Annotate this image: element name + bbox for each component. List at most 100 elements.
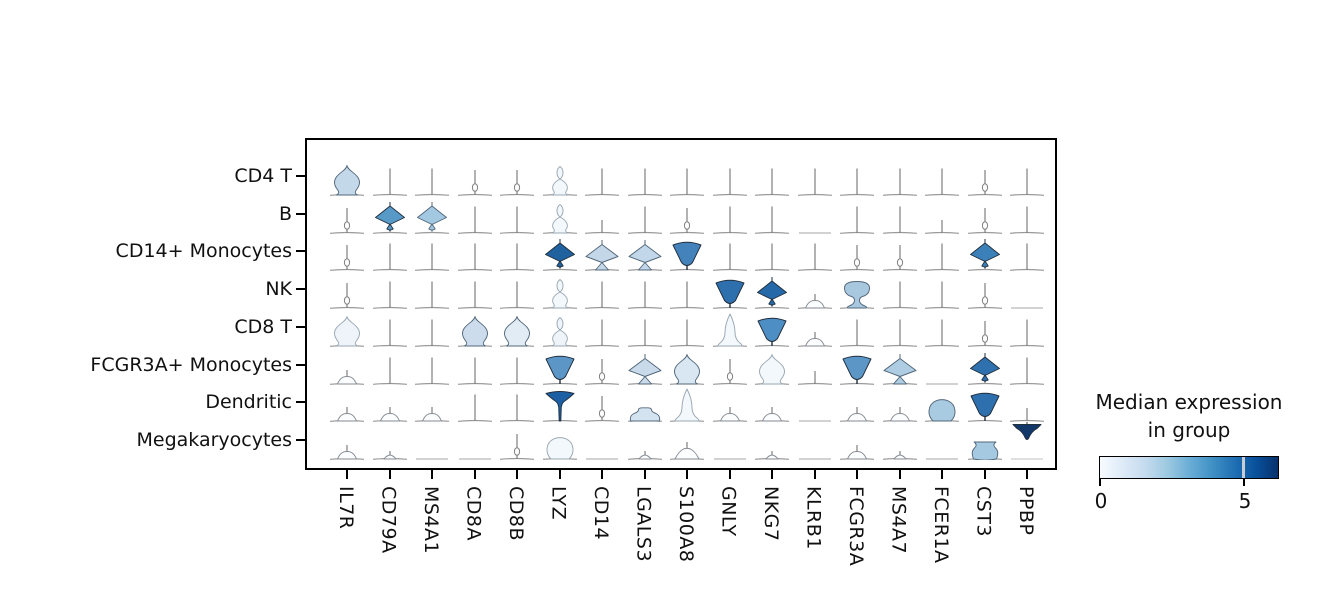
col-label-nkg7: NKG7 [760, 486, 782, 542]
row-label-b: B [278, 202, 292, 225]
violin-cd4-t-ms4a7 [882, 168, 918, 196]
violin-cd4-t-cd14 [584, 168, 620, 196]
col-label-il7r: IL7R [335, 486, 357, 530]
violin-cd14-monocytes-fcgr3a [839, 245, 875, 271]
colorbar-tick-0 [1099, 478, 1101, 486]
col-tick [856, 470, 858, 479]
violin-cd8-t-cd14 [584, 319, 620, 347]
violin-cd14-monocytes-lyz [542, 239, 578, 271]
violin-cd4-t-il7r [329, 165, 365, 196]
violin-cd4-t-ppbp [1009, 168, 1045, 196]
violin-nk-fcgr3a [839, 281, 875, 309]
violin-cd4-t-lgals3 [627, 168, 663, 196]
violin-nk-lyz [542, 279, 578, 309]
violin-cd4-t-s100a8 [669, 168, 705, 196]
violin-dendritic-ms4a1 [414, 407, 450, 422]
violin-cd14-monocytes-fcer1a [924, 243, 960, 271]
violin-nk-lgals3 [627, 281, 663, 309]
violin-cd14-monocytes-cst3 [967, 239, 1003, 271]
violin-fcgr3a-monocytes-gnly [712, 359, 748, 385]
violin-b-cd8a [457, 206, 493, 234]
col-tick [813, 470, 816, 479]
col-label-cst3: CST3 [972, 486, 995, 538]
violin-cd8-t-ppbp [1009, 319, 1045, 347]
violin-megakaryocytes-ppbp [1011, 422, 1043, 460]
violin-nk-ms4a1 [414, 281, 450, 309]
violin-cd4-t-nkg7 [754, 168, 790, 196]
violin-b-cd8b [499, 206, 535, 234]
violin-dendritic-il7r [329, 407, 365, 422]
violin-b-ppbp [1009, 206, 1045, 234]
violin-cd4-t-gnly [712, 168, 748, 196]
colorbar-title-line2: in group [1147, 418, 1231, 442]
row-label-cd8-t: CD8 T [234, 315, 292, 338]
violin-cd14-monocytes-ms4a1 [414, 243, 450, 271]
violin-cd14-monocytes-il7r [329, 245, 365, 271]
violin-cd14-monocytes-ppbp [1009, 243, 1045, 271]
violin-cd4-t-lyz [542, 166, 578, 196]
violin-b-cst3 [967, 208, 1003, 234]
violin-megakaryocytes-cd14 [586, 458, 618, 460]
violin-dendritic-fcer1a [924, 399, 960, 422]
violin-fcgr3a-monocytes-ms4a7 [882, 354, 918, 385]
violin-cd14-monocytes-cd8a [457, 243, 493, 271]
violin-nk-fcer1a [924, 281, 960, 309]
violin-fcgr3a-monocytes-fcer1a [926, 383, 958, 385]
col-label-klrb1: KLRB1 [802, 486, 825, 550]
row-tick [296, 212, 305, 215]
violin-cd14-monocytes-cd14 [584, 240, 620, 271]
violin-megakaryocytes-fcgr3a [839, 445, 875, 460]
violin-dendritic-cd14 [584, 396, 620, 422]
violin-fcgr3a-monocytes-cd79a [372, 357, 408, 385]
violin-b-nkg7 [754, 206, 790, 234]
violin-nk-cd14 [584, 281, 620, 309]
violin-cd4-t-klrb1 [797, 168, 833, 196]
col-label-fcgr3a: FCGR3A [845, 486, 867, 567]
violin-nk-nkg7 [754, 277, 790, 309]
violin-cd8-t-ms4a1 [414, 319, 450, 347]
row-label-cd14-monocytes: CD14+ Monocytes [115, 240, 292, 263]
violin-megakaryocytes-s100a8 [669, 442, 705, 460]
row-tick [296, 288, 305, 291]
violin-fcgr3a-monocytes-ppbp [1009, 357, 1045, 385]
col-label-ms4a7: MS4A7 [887, 486, 910, 555]
violin-dendritic-cst3 [967, 392, 1003, 422]
violin-cd8-t-gnly [712, 313, 748, 347]
violin-cd8-t-fcgr3a [839, 319, 875, 347]
violin-nk-cd8b [499, 281, 535, 309]
violin-cd4-t-fcer1a [924, 168, 960, 196]
col-tick [516, 470, 518, 479]
violin-cd8-t-il7r [329, 316, 365, 347]
col-tick [686, 470, 688, 479]
col-label-cd14: CD14 [590, 486, 612, 541]
violin-cd8-t-fcer1a [924, 319, 960, 347]
col-tick [558, 470, 561, 479]
violin-cd8-t-cd79a [372, 319, 408, 347]
violin-megakaryocytes-lyz [542, 437, 578, 460]
violin-dendritic-cd79a [372, 407, 408, 422]
col-tick [601, 470, 603, 479]
col-tick [643, 470, 646, 479]
col-label-cd8a: CD8A [462, 486, 485, 541]
violin-nk-cst3 [967, 283, 1003, 309]
violin-fcgr3a-monocytes-cd14 [584, 359, 620, 385]
violin-cd4-t-ms4a1 [414, 168, 450, 196]
col-label-fcer1a: FCER1A [930, 486, 952, 564]
row-tick [296, 250, 305, 253]
row-tick [296, 363, 305, 366]
violin-cd8-t-nkg7 [754, 317, 790, 347]
col-label-gnly: GNLY [717, 486, 740, 537]
col-tick [1026, 470, 1028, 479]
violin-fcgr3a-monocytes-klrb1 [797, 371, 833, 385]
violin-b-ms4a7 [882, 206, 918, 234]
row-label-nk: NK [265, 278, 292, 301]
violin-megakaryocytes-klrb1 [799, 458, 831, 460]
violin-nk-cd8a [457, 281, 493, 309]
violin-fcgr3a-monocytes-lgals3 [627, 354, 663, 385]
col-label-s100a8: S100A8 [675, 486, 697, 563]
violin-cd8-t-ms4a7 [882, 319, 918, 347]
violin-cd8-t-s100a8 [669, 319, 705, 347]
row-tick [296, 438, 305, 441]
violin-megakaryocytes-cd8b [499, 434, 535, 460]
violin-dendritic-cd8b [499, 394, 535, 422]
